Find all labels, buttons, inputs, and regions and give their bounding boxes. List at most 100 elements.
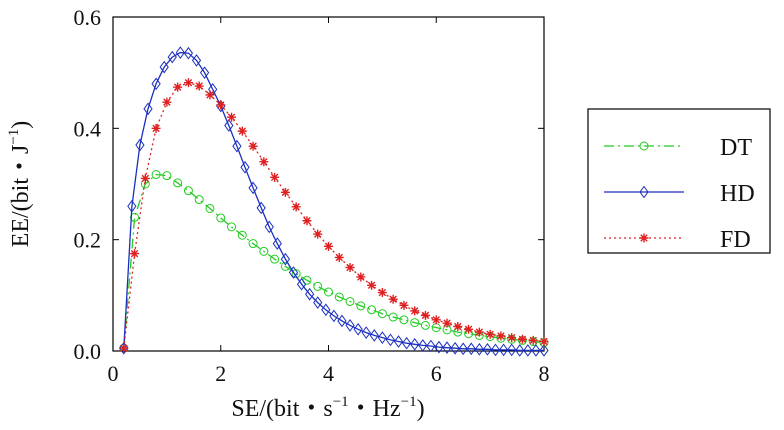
data-point-circle [367,305,377,315]
data-point-circle [388,312,398,322]
data-point-diamond [256,201,266,215]
data-point-asterisk [237,126,247,136]
y-axis-title-sup1: −1 [6,129,22,145]
data-point-circle [410,318,420,328]
data-point-asterisk [377,288,387,298]
data-point-diamond [385,333,396,347]
series-line-dt [123,173,545,349]
legend: DT HD FD [587,108,771,254]
data-point-diamond [442,341,452,355]
data-point-diamond [240,160,250,174]
data-point-diamond [288,266,299,279]
data-point-circle [151,170,161,180]
legend-item-fd: FD [604,227,751,253]
data-point-diamond [175,46,185,59]
data-point-asterisk [280,187,290,197]
x-tick-label: 4 [323,361,334,386]
data-point-diamond [159,60,169,74]
data-point-diamond [361,326,371,339]
series-hd [119,46,549,357]
data-point-diamond [466,342,476,356]
legend-item-hd: HD [604,181,755,207]
series-line-fd [123,82,545,349]
data-point-circle [183,186,193,196]
data-point-diamond [296,277,307,291]
data-point-diamond [369,329,379,342]
data-point-asterisk [356,272,366,282]
data-point-diamond [248,181,258,195]
data-point-asterisk [496,331,506,341]
data-point-circle [227,222,237,232]
data-point-diamond [377,331,387,344]
legend-box [587,108,771,254]
data-point-diamond [531,344,541,357]
legend-label-dt: DT [720,135,752,161]
data-point-circle [377,309,387,319]
y-tick-label: 0.4 [74,116,102,141]
data-point-diamond [135,138,145,152]
data-point-diamond [434,340,444,354]
legend-label-hd: HD [720,181,755,207]
axis-tick-labels: 0 2 4 6 8 0.0 0.2 0.4 0.6 [74,5,550,386]
data-point-circle [420,320,430,330]
data-point-asterisk [464,324,474,334]
data-point-circle [162,171,172,181]
data-point-asterisk [639,233,649,243]
data-point-asterisk [388,294,398,304]
data-point-asterisk [485,329,495,339]
legend-item-dt: DT [604,135,752,161]
data-point-asterisk [205,90,215,100]
data-point-diamond [167,50,177,64]
data-point-diamond [329,309,339,323]
data-point-asterisk [453,322,463,332]
data-point-circle [291,269,301,279]
data-point-asterisk [140,173,150,183]
data-point-diamond [490,343,501,357]
y-tick-label: 0.2 [74,228,102,253]
data-point-asterisk [183,78,193,88]
x-axis-title-main: SE/(bit・s [231,396,332,422]
data-point-diamond [127,199,137,213]
y-axis-title: EE/(bit・J−1) [6,121,34,248]
x-axis-title: SE/(bit・s−1・Hz−1) [231,394,424,422]
data-point-asterisk [410,306,420,316]
x-tick-label: 8 [539,361,550,386]
x-axis-title-sup2: −1 [401,394,417,410]
data-point-asterisk [517,334,527,344]
y-tick-label: 0.0 [74,339,102,364]
data-point-diamond [418,339,428,352]
data-point-asterisk [216,100,226,110]
data-point-asterisk [248,141,258,151]
data-point-asterisk [151,123,161,133]
data-point-circle [173,178,183,188]
data-point-asterisk [474,327,484,337]
data-point-asterisk [291,202,301,212]
data-point-diamond [313,296,323,309]
data-point-diamond [426,339,436,353]
data-point-diamond [216,99,226,113]
legend-label-fd: FD [720,227,751,253]
data-point-circle [194,195,204,205]
data-point-circle [237,230,247,240]
data-point-diamond [143,102,153,116]
data-point-circle [216,213,226,223]
data-point-asterisk [119,343,129,353]
data-point-diamond [507,343,517,357]
data-point-diamond [345,319,355,332]
data-point-asterisk [399,300,409,310]
data-point-diamond [402,336,412,350]
data-point-diamond [305,287,315,301]
data-point-diamond [191,54,202,67]
data-point-diamond [474,342,484,356]
data-point-circle [345,296,355,306]
data-point-diamond [410,337,420,351]
data-point-asterisk [539,337,549,347]
x-tick-label: 0 [108,361,119,386]
data-point-circle [356,301,366,311]
data-point-diamond [321,303,331,317]
data-point-asterisk [227,112,237,122]
data-point-asterisk [507,333,517,343]
data-point-asterisk [173,82,183,92]
data-point-diamond [337,314,347,328]
